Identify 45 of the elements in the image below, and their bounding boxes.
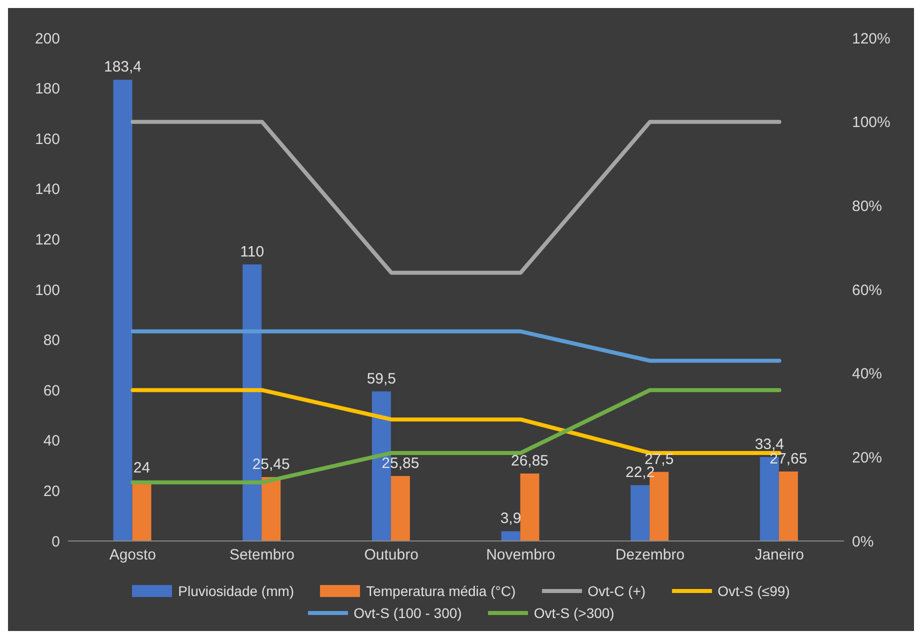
- y-tick-label: 200: [34, 30, 60, 48]
- data-label: 110: [240, 243, 264, 260]
- y-tick-label: 40: [43, 432, 60, 450]
- y-tick-label: 160: [34, 130, 60, 148]
- legend-label: Ovt-S (100 - 300): [354, 605, 462, 621]
- legend-label: Ovt-C (+): [588, 583, 646, 599]
- y-tick-label: 140: [34, 181, 60, 198]
- bar: [630, 485, 650, 541]
- data-label: 3,9: [500, 510, 522, 528]
- y-tick-label: 120: [34, 232, 60, 249]
- y-tick-label: 0: [52, 533, 60, 550]
- y2-tick-label: 0%: [852, 533, 874, 550]
- x-tick-label: Novembro: [486, 546, 556, 564]
- y2-tick-label: 40%: [852, 366, 882, 383]
- bar: [390, 476, 410, 541]
- data-label: 183,4: [104, 58, 142, 76]
- x-tick-label: Janeiro: [754, 546, 804, 564]
- bar: [520, 473, 540, 541]
- data-label: 26,85: [510, 452, 549, 470]
- x-tick-label: Dezembro: [615, 546, 685, 564]
- x-tick-label: Agosto: [109, 546, 156, 564]
- y-tick-label: 180: [34, 80, 60, 98]
- legend-label: Temperatura média (°C): [366, 583, 516, 599]
- legend-label: Pluviosidade (mm): [178, 583, 294, 599]
- legend-label: Ovt-S (≤99): [718, 583, 790, 599]
- x-tick-label: Outubro: [364, 546, 418, 564]
- data-label: 24: [133, 460, 150, 477]
- x-tick-label: Setembro: [229, 546, 295, 564]
- y-tick-label: 20: [43, 483, 60, 500]
- y2-tick-label: 60%: [852, 282, 882, 299]
- y-tick-label: 80: [43, 332, 60, 350]
- data-label: 33,4: [754, 436, 784, 453]
- bar: [113, 80, 132, 541]
- y2-tick-label: 80%: [852, 198, 882, 215]
- bar: [778, 471, 798, 541]
- y-tick-label: 100: [34, 282, 60, 299]
- y2-tick-label: 120%: [852, 30, 890, 48]
- y2-tick-label: 100%: [852, 114, 890, 132]
- data-label: 27,65: [770, 450, 808, 468]
- data-label: 59,5: [366, 370, 396, 388]
- bar: [501, 531, 520, 541]
- y-tick-label: 60: [43, 382, 60, 400]
- y2-tick-label: 20%: [852, 449, 882, 466]
- bar: [262, 476, 281, 541]
- legend-label: Ovt-S (>300): [534, 605, 614, 621]
